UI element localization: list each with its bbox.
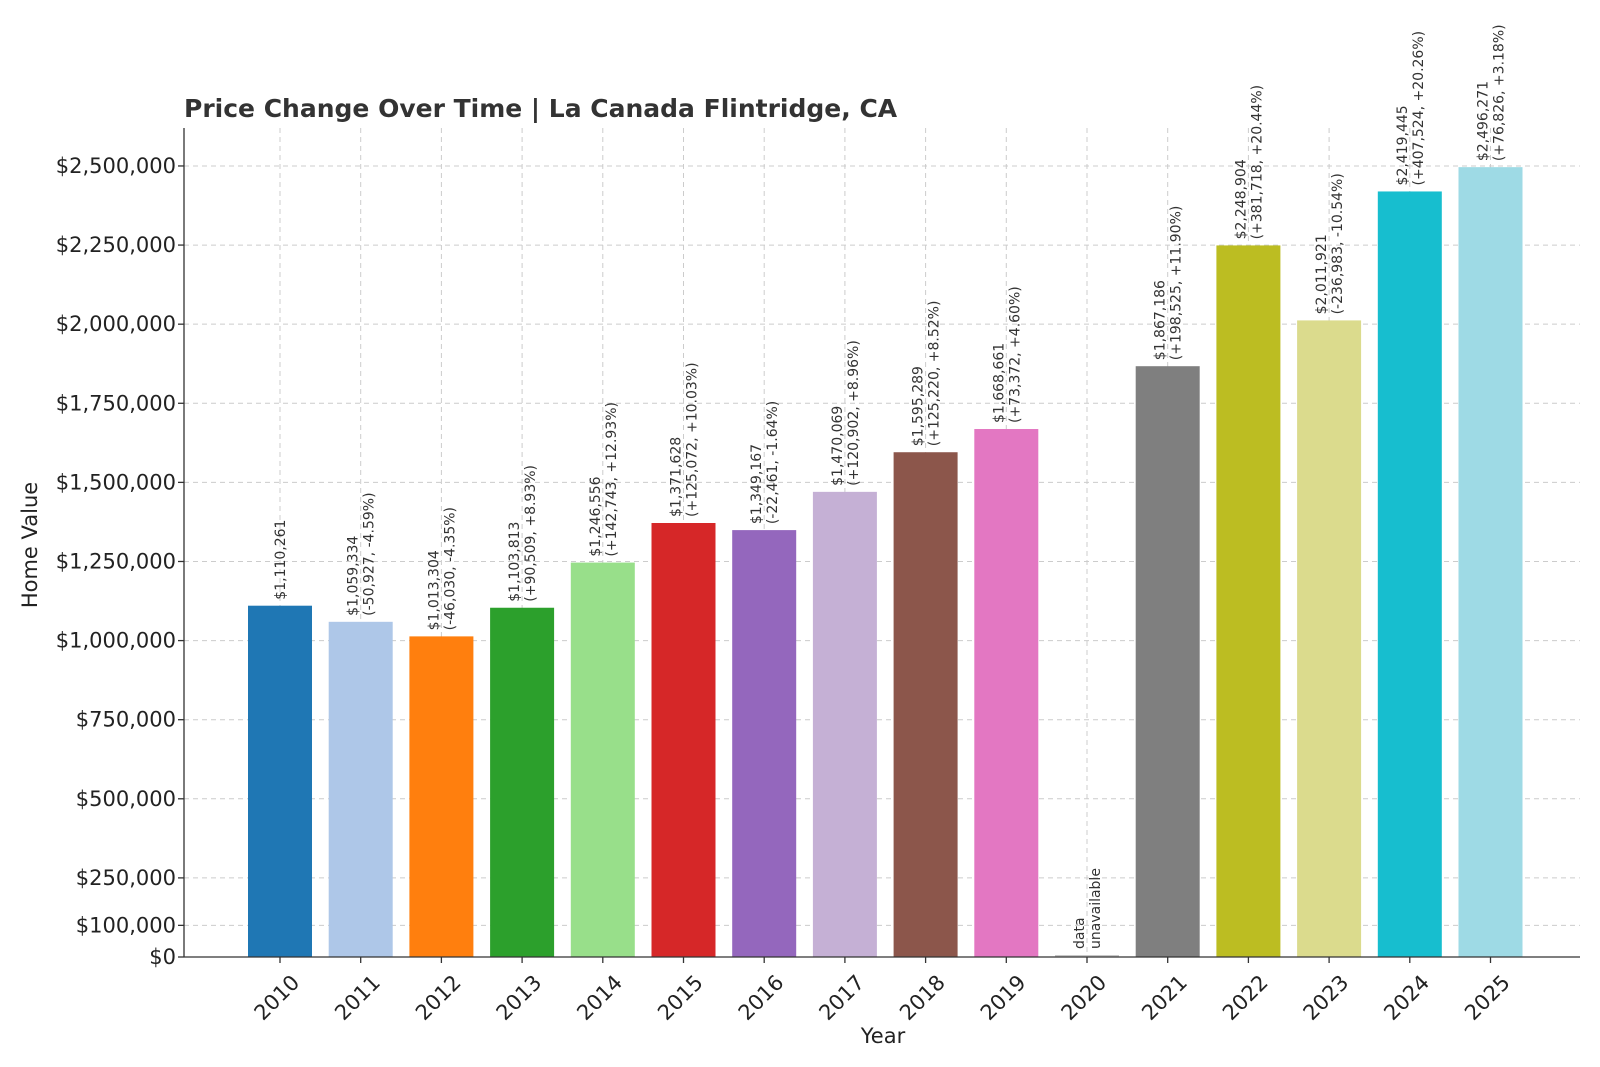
x-tick-label: 2025: [1460, 970, 1515, 1025]
x-axis-ticks: 2010 2011 2012 2013 2014 2015 2016 2017 2018 2019…: [250, 957, 1515, 1025]
y-tick-label: $250,000: [76, 866, 176, 890]
bar-2023: [1297, 320, 1362, 957]
bar-2020: [1055, 955, 1119, 957]
x-tick-label: 2017: [814, 970, 869, 1025]
bar-label-2019: (+73,372, +4.60%): [1007, 286, 1023, 423]
x-axis-label: Year: [860, 1024, 906, 1048]
bar-label-2015: $1,371,628: [669, 437, 685, 517]
y-tick-label: $500,000: [76, 787, 176, 811]
bar-label-2014: $1,246,556: [588, 476, 604, 556]
x-tick-label: 2011: [330, 970, 385, 1025]
y-tick-label: $1,250,000: [56, 549, 176, 573]
bar-2024: [1377, 191, 1442, 957]
bar-label-2014: (+142,743, +12.93%): [604, 402, 620, 557]
y-axis-ticks: $0 $100,000 $250,000 $500,000 $750,000 $1,000…: [56, 154, 184, 969]
bar-label-2016: $1,349,167: [749, 444, 765, 524]
bar-label-2015: (+125,072, +10.03%): [685, 362, 701, 517]
x-tick-label: 2019: [976, 970, 1031, 1025]
bar-2013: [490, 607, 555, 957]
x-tick-label: 2022: [1218, 970, 1273, 1025]
bar-label-2023: (-236,983, -10.54%): [1330, 173, 1346, 314]
y-tick-label: $1,000,000: [56, 629, 176, 653]
bar-label-2011: (-50,927, -4.59%): [362, 492, 378, 615]
bar-2018: [893, 452, 958, 957]
bar-label-2025: $2,496,271: [1476, 81, 1492, 161]
y-tick-label: $2,500,000: [56, 154, 176, 178]
x-tick-label: 2020: [1057, 970, 1112, 1025]
bar-label-2024: (+407,524, +20.26%): [1411, 31, 1427, 186]
bar-label-2024: $2,419,445: [1395, 105, 1411, 185]
bar-label-2017: (+120,902, +8.96%): [846, 340, 862, 486]
bar-label-2013: $1,103,813: [507, 522, 523, 602]
bar-2014: [570, 562, 635, 957]
bar-label-2012: $1,013,304: [426, 550, 442, 630]
x-tick-label: 2014: [572, 970, 627, 1025]
x-tick-label: 2021: [1137, 970, 1192, 1025]
bar-2015: [651, 523, 716, 957]
bar-value-labels: $1,110,261 $1,059,334 (-50,927, -4.59%) $1,…: [273, 24, 1508, 949]
bar-label-2011: $1,059,334: [346, 536, 362, 616]
bar-2012: [409, 636, 474, 957]
x-tick-label: 2015: [653, 970, 708, 1025]
x-tick-label: 2013: [492, 970, 547, 1025]
bar-label-2025: (+76,826, +3.18%): [1492, 24, 1508, 161]
x-tick-label: 2023: [1299, 970, 1354, 1025]
bar-label-2018: (+125,220, +8.52%): [927, 301, 943, 447]
bar-2025: [1458, 167, 1523, 958]
y-axis-label: Home Value: [18, 482, 42, 608]
x-tick-label: 2016: [734, 970, 789, 1025]
y-tick-label: $100,000: [76, 913, 176, 937]
x-tick-label: 2018: [895, 970, 950, 1025]
chart-title: Price Change Over Time | La Canada Flint…: [184, 94, 898, 123]
x-tick-label: 2024: [1379, 970, 1434, 1025]
bar-label-2013: (+90,509, +8.93%): [523, 465, 539, 602]
y-tick-label: $0: [149, 945, 176, 969]
bar-2010: [248, 605, 312, 957]
bar-label-2018: $1,595,289: [911, 366, 927, 446]
grid-lines: [184, 128, 1580, 957]
bar-2019: [974, 429, 1039, 958]
bar-2016: [732, 530, 797, 957]
bar-2021: [1135, 366, 1200, 957]
bar-label-2021: (+198,525, +11.90%): [1169, 206, 1185, 361]
bar-label-2012: (-46,030, -4.35%): [442, 507, 458, 630]
bar-label-2022: $2,248,904: [1233, 159, 1249, 239]
bar-2022: [1216, 245, 1281, 957]
bar-label-2016: (-22,461, -1.64%): [765, 401, 781, 524]
bar-label-2020: data: [1072, 917, 1088, 949]
y-tick-label: $1,500,000: [56, 470, 176, 494]
bar-label-2023: $2,011,921: [1314, 234, 1330, 314]
bars: [248, 167, 1523, 958]
bar-label-2019: $1,668,661: [991, 343, 1007, 423]
bar-label-2021: $1,867,186: [1153, 280, 1169, 360]
y-tick-label: $750,000: [76, 708, 176, 732]
bar-label-2017: $1,470,069: [830, 406, 846, 486]
x-tick-label: 2010: [250, 970, 305, 1025]
bar-label-2022: (+381,718, +20.44%): [1249, 85, 1265, 240]
y-tick-label: $2,000,000: [56, 312, 176, 336]
bar-label-2010: $1,110,261: [273, 520, 289, 600]
bar-2011: [328, 621, 393, 957]
x-tick-label: 2012: [411, 970, 466, 1025]
bar-2017: [812, 491, 877, 957]
y-tick-label: $1,750,000: [56, 391, 176, 415]
y-tick-label: $2,250,000: [56, 233, 176, 257]
bar-label-2020: unavailable: [1088, 868, 1104, 949]
